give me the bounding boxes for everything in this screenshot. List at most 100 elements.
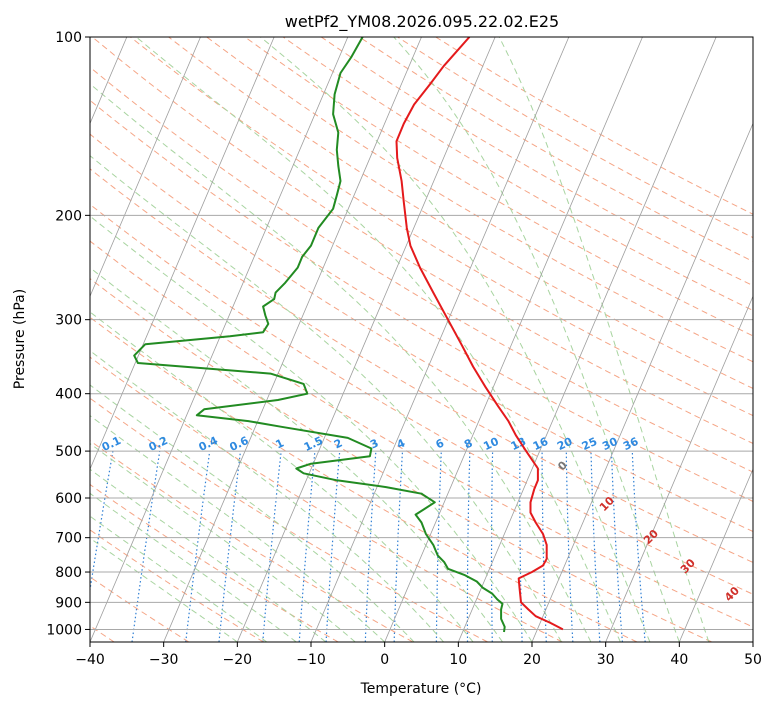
y-tick-label: 500: [55, 444, 82, 460]
dry-adiabat-line: [90, 240, 753, 628]
moist-adiabat-line: [135, 37, 621, 642]
mixing-ratio-label: 2: [332, 436, 344, 451]
y-tick-label: 400: [55, 387, 82, 403]
dry-adiabat-line: [90, 483, 339, 642]
x-tick-label: −30: [149, 652, 179, 668]
dry-adiabat-line: [168, 37, 753, 389]
mixing-ratio-label: 36: [621, 435, 641, 453]
mixing-ratio-line: [218, 451, 242, 642]
dry-adiabat-line: [206, 37, 753, 363]
x-tick-label: 0: [380, 652, 389, 668]
y-axis: 100 200 300 400 500 600 700 800 900 1000: [46, 30, 90, 638]
mixing-ratio-line: [90, 450, 114, 594]
dry-adiabat-line: [90, 133, 753, 533]
moist-adiabat-label: 10: [597, 494, 617, 514]
x-tick-label: 30: [597, 652, 615, 668]
y-tick-label: 100: [55, 30, 82, 46]
isotherm-line: [90, 37, 349, 642]
x-tick-label: 50: [744, 652, 762, 668]
temperature-profile-line: [395, 37, 564, 631]
x-tick-label: 20: [523, 652, 541, 668]
moist-adiabat-line: [90, 415, 386, 642]
dry-adiabat-line: [90, 278, 712, 642]
mixing-ratio-line: [590, 451, 601, 642]
moist-adiabat-line: [393, 37, 680, 642]
mixing-ratio-line: [565, 451, 574, 642]
mixing-ratio-line: [364, 451, 377, 642]
moist-adiabat-line: [90, 267, 503, 642]
y-tick-label: 900: [55, 595, 82, 611]
moist-adiabat-line: [90, 311, 474, 642]
x-tick-label: −40: [75, 652, 105, 668]
dry-adiabat-line: [130, 37, 753, 417]
dry-adiabat-line: [359, 37, 753, 263]
isotherm-line: [236, 37, 496, 642]
dry-adiabat-line: [91, 37, 753, 445]
dry-adiabat-line: [282, 37, 753, 312]
mixing-ratio-label: 4: [395, 436, 408, 451]
isotherm-line: [384, 37, 643, 642]
dewpoint-profile-line: [133, 37, 506, 633]
mixing-ratio-line: [185, 451, 211, 642]
plot-frame: [89, 36, 754, 643]
x-axis-title: Temperature (°C): [360, 681, 482, 697]
line-labels: 0.10.20.40.611.52346810131620253036-100-…: [100, 434, 743, 604]
mixing-ratio-line: [519, 451, 523, 642]
y-axis-title: Pressure (hPa): [12, 289, 28, 389]
moist-adiabat-line: [90, 537, 238, 642]
y-tick-label: 300: [55, 313, 82, 329]
isotherm-line: [678, 468, 753, 642]
mixing-ratio-line: [298, 451, 316, 642]
y-tick-label: 1000: [46, 622, 82, 638]
y-tick-label: 800: [55, 565, 82, 581]
isotherm-line: [752, 640, 753, 642]
mixing-ratio-label: 20: [555, 435, 575, 453]
dry-adiabat-line: [435, 37, 753, 215]
profile-series: [133, 37, 564, 633]
isotherm-line: [310, 37, 570, 642]
background-lines: [90, 37, 753, 642]
moist-adiabat-line: [90, 384, 415, 642]
dry-adiabat-line: [244, 37, 753, 337]
x-tick-label: −20: [223, 652, 253, 668]
dry-adiabat-line: [90, 99, 753, 502]
mixing-ratio-label: 30: [600, 435, 620, 453]
x-axis: −40 −30 −20 −10 0 10 20 30 40 50: [75, 642, 762, 668]
isotherm-line: [531, 122, 753, 642]
moist-adiabat-line: [90, 492, 297, 642]
moist-adiabat-label: 40: [722, 584, 742, 604]
moist-adiabat-line: [90, 515, 268, 642]
mixing-ratio-label: 10: [481, 435, 501, 453]
dry-adiabat-line: [90, 529, 264, 642]
mixing-ratio-label: 1: [273, 436, 285, 451]
isotherm-line: [90, 37, 201, 298]
moist-adiabat-line: [90, 350, 444, 642]
moist-adiabat-line: [90, 215, 533, 642]
x-tick-label: 40: [670, 652, 688, 668]
dry-adiabat-line: [90, 397, 488, 642]
dry-adiabat-line: [90, 203, 753, 595]
chart-title: wetPf2_YM08.2026.095.22.02.E25: [285, 12, 559, 32]
dry-adiabat-line: [90, 356, 563, 642]
moist-adiabat-line: [90, 155, 562, 642]
mixing-ratio-line: [262, 451, 282, 642]
mixing-ratio-line: [435, 451, 442, 642]
mixing-ratio-line: [466, 451, 471, 642]
y-tick-label: 200: [55, 208, 82, 224]
dry-adiabat-line: [90, 576, 190, 642]
moist-adiabat-label: 30: [678, 556, 698, 576]
x-tick-label: 10: [449, 652, 467, 668]
moist-adiabat-line: [90, 468, 327, 642]
isotherm-line: [605, 295, 753, 642]
moist-adiabat-line: [498, 37, 710, 642]
isotherm-line: [457, 37, 717, 642]
mixing-ratio-label: 3: [368, 436, 380, 451]
isotherm-line: [163, 37, 422, 642]
y-tick-label: 700: [55, 531, 82, 547]
dry-adiabat-line: [90, 316, 638, 642]
mixing-ratio-label: 25: [580, 435, 599, 453]
mixing-ratio-line: [631, 451, 646, 642]
x-tick-label: −10: [296, 652, 326, 668]
moist-adiabat-label: 0: [555, 458, 570, 473]
